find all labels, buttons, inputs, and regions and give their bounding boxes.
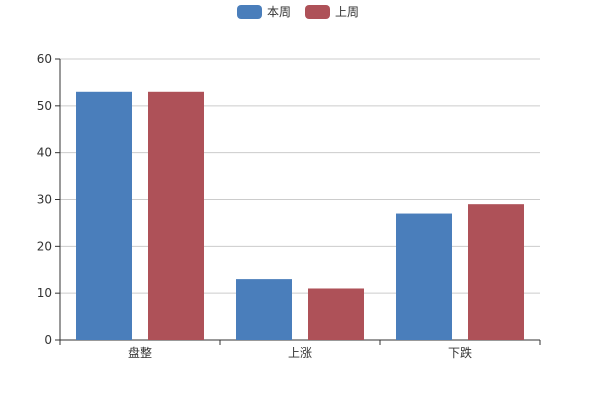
legend-swatch	[237, 5, 262, 19]
bar-上涨-上周[interactable]	[308, 288, 364, 340]
legend-label: 本周	[267, 5, 291, 19]
y-tick-label: 20	[37, 239, 52, 253]
y-tick-label: 10	[37, 286, 52, 300]
y-tick-label: 50	[37, 99, 52, 113]
bar-上涨-本周[interactable]	[236, 279, 292, 340]
x-tick-label: 下跌	[448, 345, 472, 360]
x-tick-label: 上涨	[288, 345, 312, 360]
bar-下跌-本周[interactable]	[396, 213, 452, 340]
y-tick-label: 0	[44, 333, 52, 347]
bar-下跌-上周[interactable]	[468, 204, 524, 340]
y-axis: 0 10 20 30 40 50 60	[37, 52, 61, 347]
legend: 本周 上周	[237, 5, 359, 19]
legend-swatch	[305, 5, 330, 19]
legend-label: 上周	[335, 5, 359, 19]
y-tick-label: 30	[37, 193, 52, 207]
legend-item-本周[interactable]: 本周	[237, 5, 291, 19]
bars	[76, 91, 524, 341]
legend-item-上周[interactable]: 上周	[305, 5, 359, 19]
y-tick-label: 40	[37, 146, 52, 160]
x-axis: 盘整 上涨 下跌	[59, 339, 541, 360]
x-tick-label: 盘整	[128, 345, 152, 360]
grid-lines	[60, 58, 540, 294]
y-tick-label: 60	[37, 52, 52, 66]
bar-盘整-本周[interactable]	[76, 91, 132, 341]
bar-盘整-上周[interactable]	[148, 91, 204, 341]
